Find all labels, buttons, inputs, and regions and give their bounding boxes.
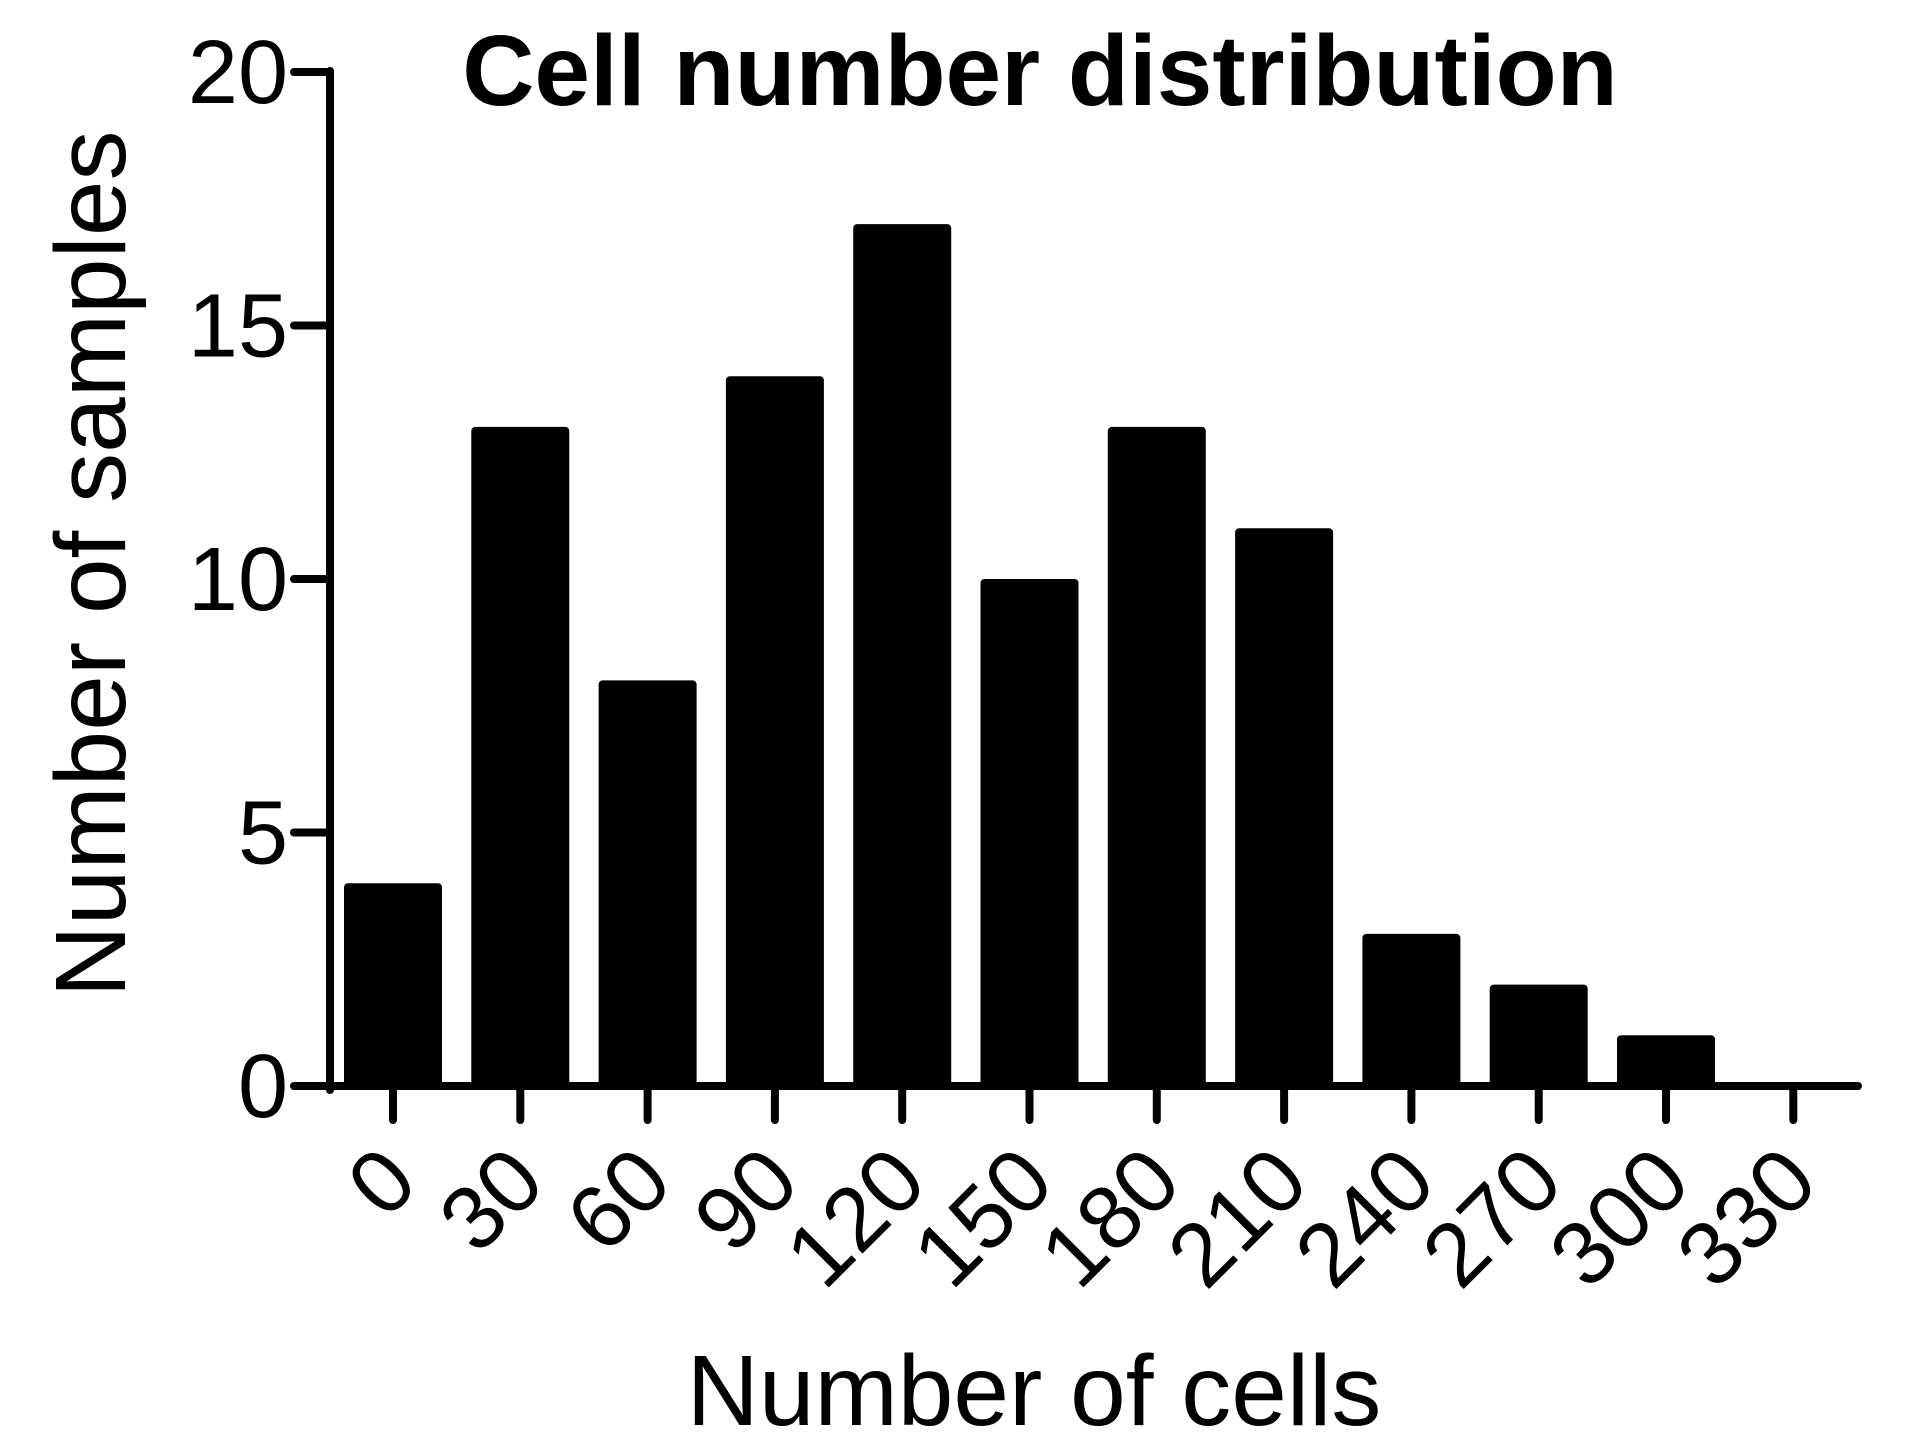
y-tick-label-10: 10 bbox=[188, 530, 288, 630]
y-tick-label-5: 5 bbox=[238, 784, 288, 884]
x-axis-title: Number of cells bbox=[687, 1335, 1382, 1438]
bar-120 bbox=[853, 224, 952, 1087]
chart-title: Cell number distribution bbox=[462, 15, 1618, 127]
y-axis-title: Number of samples bbox=[35, 131, 147, 998]
y-tick-label-15: 15 bbox=[188, 277, 288, 377]
bar-30 bbox=[471, 426, 570, 1086]
bar-60 bbox=[598, 680, 697, 1086]
y-tick-label-0: 0 bbox=[238, 1037, 288, 1137]
bar-90 bbox=[725, 376, 824, 1086]
x-tick-label-0: 0 bbox=[329, 1129, 435, 1235]
bar-150 bbox=[980, 579, 1079, 1086]
bar-180 bbox=[1107, 426, 1206, 1086]
bar-0 bbox=[344, 883, 442, 1086]
bar-210 bbox=[1235, 528, 1334, 1086]
bar-300 bbox=[1617, 1035, 1715, 1086]
bar-240 bbox=[1362, 933, 1461, 1086]
x-tick-label-60: 60 bbox=[548, 1129, 689, 1270]
bars-layer bbox=[344, 224, 1715, 1087]
x-tick-label-330: 330 bbox=[1659, 1129, 1836, 1306]
x-tick-label-30: 30 bbox=[421, 1129, 562, 1270]
bar-270 bbox=[1489, 984, 1588, 1086]
y-tick-label-20: 20 bbox=[188, 23, 288, 123]
